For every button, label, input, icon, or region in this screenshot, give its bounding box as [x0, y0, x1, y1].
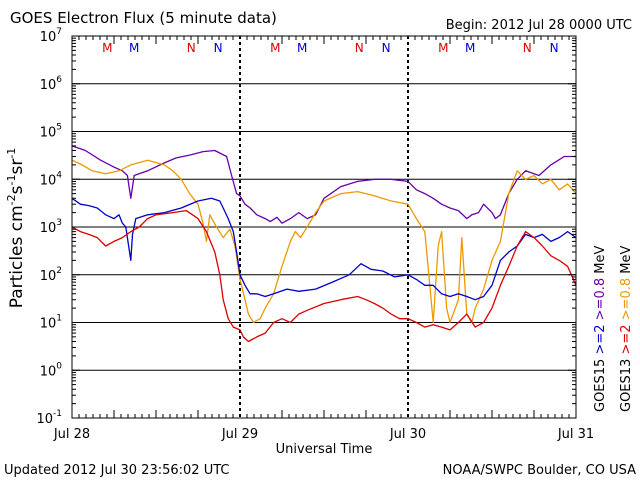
y-tick-label: 101: [40, 314, 62, 332]
y-tick-label: 10-1: [36, 409, 62, 427]
y-tick-label: 107: [40, 27, 62, 45]
x-axis-ticks: Jul 28 Jul 29 Jul 30 Jul 31: [53, 36, 594, 442]
series-line: [71, 159, 577, 324]
mn-marker-label: N: [355, 41, 364, 55]
x-tick-label: Jul 29: [221, 427, 258, 442]
y-tick-label: 103: [40, 218, 62, 236]
mn-marker-label: N: [382, 41, 391, 55]
grid-lines: [72, 36, 576, 418]
mn-marker-label: M: [465, 41, 475, 55]
mn-marker-label: M: [102, 41, 112, 55]
x-axis-label: Universal Time: [276, 442, 373, 457]
chart-title: GOES Electron Flux (5 minute data): [10, 9, 277, 27]
begin-time: Begin: 2012 Jul 28 0000 UTC: [446, 18, 632, 33]
credit-text: NOAA/SWPC Boulder, CO USA: [443, 463, 636, 478]
legend-entry: GOES15 >=2 >=0.8 MeV: [593, 246, 608, 412]
series-line: [71, 197, 577, 301]
mn-marker-label: M: [438, 41, 448, 55]
data-series: [71, 145, 577, 343]
mn-marker-label: N: [214, 41, 223, 55]
y-tick-label: 104: [40, 170, 63, 188]
mn-marker-label: N: [550, 41, 559, 55]
y-axis-label: Particles cm-2s-1sr-1: [5, 148, 27, 309]
x-tick-label: Jul 30: [389, 427, 426, 442]
legend: GOES15 >=2 >=0.8 MeV GOES13 >=2 >=0.8 MeV: [593, 246, 634, 412]
y-tick-label: 106: [40, 75, 63, 93]
x-tick-label: Jul 28: [53, 427, 90, 442]
y-tick-label: 105: [40, 123, 62, 141]
mn-marker-label: M: [297, 41, 307, 55]
mn-marker-label: M: [270, 41, 280, 55]
mn-marker-label: N: [523, 41, 532, 55]
mn-marker-label: M: [129, 41, 139, 55]
y-tick-label: 100: [40, 361, 63, 379]
series-line: [71, 145, 576, 224]
mn-marker-label: N: [187, 41, 196, 55]
series-line: [71, 209, 577, 343]
legend-entry: GOES13 >=2 >=0.8 MeV: [619, 246, 634, 412]
updated-timestamp: Updated 2012 Jul 30 23:56:02 UTC: [4, 463, 229, 478]
y-tick-label: 102: [40, 266, 62, 284]
y-axis-ticks: 107 106 105 104 103 102 101 100 10-1: [36, 27, 576, 427]
x-tick-label: Jul 31: [557, 427, 594, 442]
